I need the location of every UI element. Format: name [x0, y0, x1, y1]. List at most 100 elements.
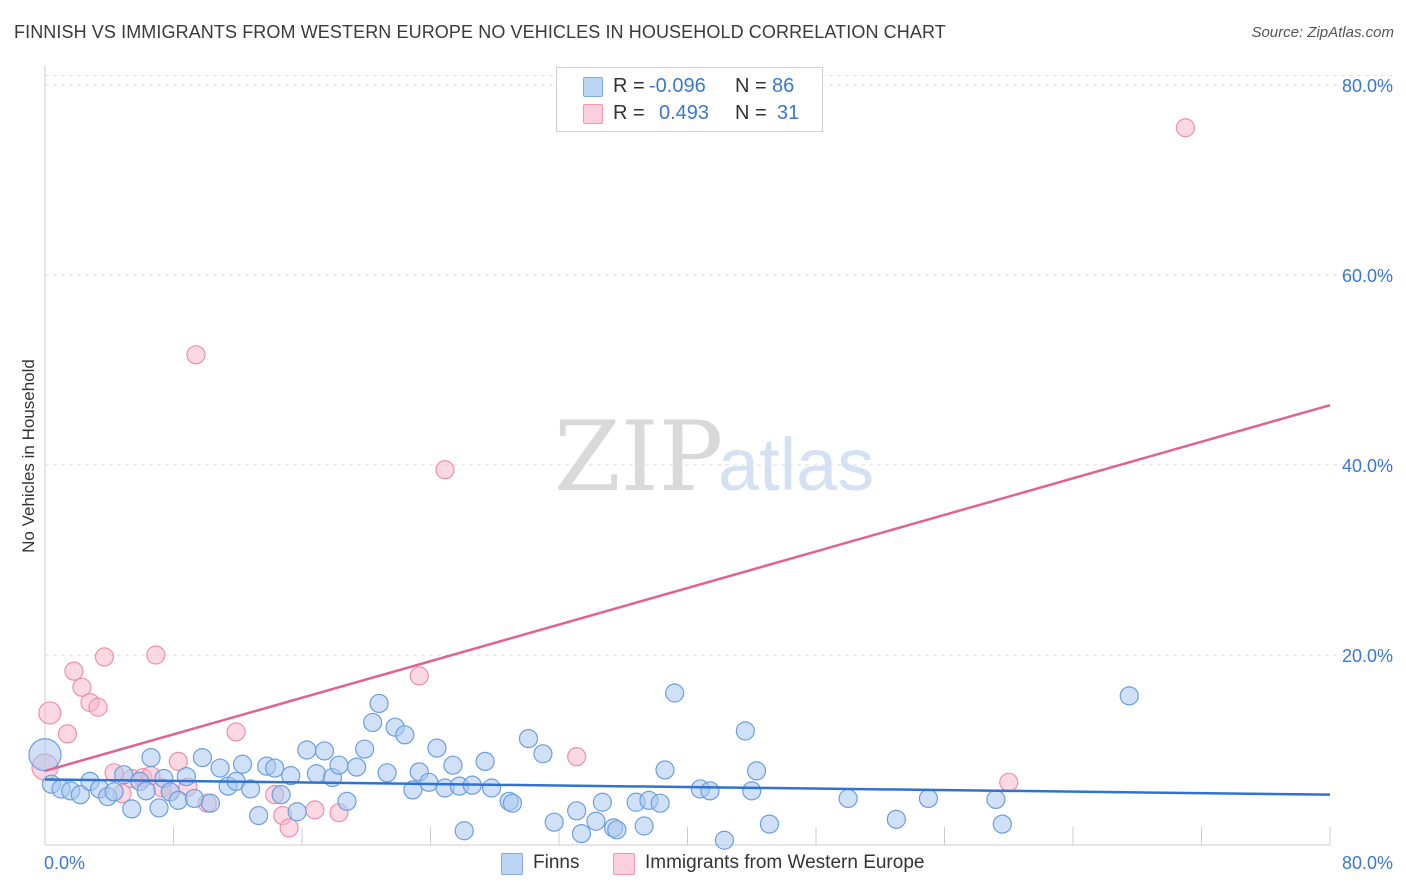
legend-r-label: R = [613, 75, 645, 97]
data-point-finns [232, 754, 253, 774]
data-point-immigrants [226, 722, 246, 742]
data-point-immigrants [1175, 118, 1196, 138]
data-point-finns [1119, 686, 1139, 706]
data-point-finns [363, 712, 383, 733]
data-point-finns [104, 782, 124, 802]
data-point-finns [634, 816, 654, 836]
legend-n-label: N = [735, 75, 767, 97]
data-point-finns [759, 814, 780, 834]
legend-n-value: 86 [772, 75, 795, 97]
gridlines [45, 75, 1392, 656]
data-point-finns [377, 763, 397, 783]
data-point-finns [544, 812, 564, 832]
legend-r-value: -0.096 [649, 75, 706, 97]
data-point-finns [136, 781, 156, 801]
data-point-finns [742, 781, 762, 801]
data-point-finns [355, 739, 375, 759]
series-legend: Finns Immigrants from Western Europe [0, 851, 1406, 877]
data-point-finns [454, 821, 474, 841]
data-point-finns [249, 805, 269, 826]
data-point-finns [746, 761, 767, 781]
data-point-finns [192, 747, 213, 768]
data-point-finns [655, 760, 675, 780]
data-point-finns [567, 801, 587, 821]
y-tick-label: 80.0% [1342, 76, 1393, 96]
data-point-immigrants [279, 818, 299, 838]
data-point-finns [586, 811, 606, 831]
y-axis-label: No Vehicles in Household [19, 359, 38, 553]
watermark-zip: ZIP [554, 401, 723, 513]
data-point-finns [838, 788, 858, 809]
data-point-finns [571, 823, 592, 844]
legend-r-value: 0.493 [659, 102, 710, 124]
data-point-immigrants [567, 747, 587, 767]
x-tick-label: 80.0% [1342, 853, 1393, 873]
series-legend-swatch-finns [501, 853, 523, 875]
data-point-finns [306, 764, 327, 784]
data-point-finns [28, 738, 62, 772]
data-point-immigrants [94, 647, 115, 667]
data-point-finns [607, 820, 627, 840]
legend-r-label: R = [613, 102, 645, 124]
chart-title: FINNISH VS IMMIGRANTS FROM WESTERN EUROP… [14, 22, 946, 42]
data-point-finns [665, 683, 685, 703]
data-point-finns [986, 789, 1006, 810]
y-tick-label: 40.0% [1342, 456, 1393, 476]
data-point-finns [314, 741, 335, 761]
trend-line-immigrants [44, 403, 1331, 773]
data-point-immigrants [409, 666, 429, 686]
data-point-finns [337, 791, 357, 811]
data-point-finns [419, 772, 439, 792]
trend-line-finns [44, 778, 1331, 796]
watermark: ZIP atlas [554, 401, 874, 513]
data-point-finns [403, 780, 423, 800]
legend-swatch-immigrants [583, 104, 603, 124]
data-point-immigrants [57, 724, 78, 744]
data-point-finns [886, 809, 906, 829]
data-point-finns [735, 721, 755, 741]
data-point-immigrants [305, 800, 325, 820]
y-tick-label: 60.0% [1342, 266, 1393, 286]
data-point-immigrants [88, 697, 108, 717]
data-point-immigrants [38, 701, 62, 725]
data-point-finns [176, 766, 196, 787]
legend-swatch-finns [583, 77, 603, 97]
data-point-finns [287, 802, 307, 822]
data-point-finns [992, 814, 1012, 834]
x-tick-label: 0.0% [44, 853, 85, 873]
legend-row-immigrants: R = 0.493 N = 31 [557, 101, 822, 127]
data-point-finns [297, 740, 317, 760]
data-point-finns [184, 788, 204, 809]
data-point-immigrants [72, 677, 92, 697]
data-point-immigrants [186, 345, 206, 365]
data-point-immigrants [168, 751, 188, 772]
y-tick-label: 20.0% [1342, 646, 1393, 666]
data-point-finns [533, 744, 553, 764]
data-point-finns [70, 785, 90, 805]
data-point-finns [281, 766, 301, 786]
data-point-finns [700, 781, 720, 801]
data-point-finns [592, 792, 612, 812]
data-point-finns [265, 758, 285, 778]
data-point-finns [149, 798, 169, 818]
data-point-finns [210, 758, 230, 778]
tick-labels: 20.0% 40.0% 60.0% 80.0% 0.0% 80.0% [44, 76, 1393, 873]
trend-lines [44, 403, 1331, 796]
data-point-finns [475, 751, 495, 772]
data-point-finns [427, 738, 447, 758]
data-point-finns [918, 788, 939, 809]
series-legend-label-finns: Finns [533, 852, 580, 873]
data-point-finns [650, 793, 670, 813]
data-point-finns [241, 779, 261, 799]
correlation-legend: R = -0.096 N = 86 R = 0.493 N = 31 [556, 67, 823, 132]
legend-row-finns: R = -0.096 N = 86 [557, 74, 822, 100]
data-point-finns [518, 728, 539, 749]
data-point-immigrants [999, 772, 1019, 792]
data-point-finns [714, 830, 735, 850]
data-point-finns [168, 790, 188, 810]
series-legend-swatch-immigrants [613, 853, 635, 875]
data-point-finns [141, 747, 161, 768]
data-point-finns [122, 799, 142, 819]
series-finns [28, 683, 1139, 850]
